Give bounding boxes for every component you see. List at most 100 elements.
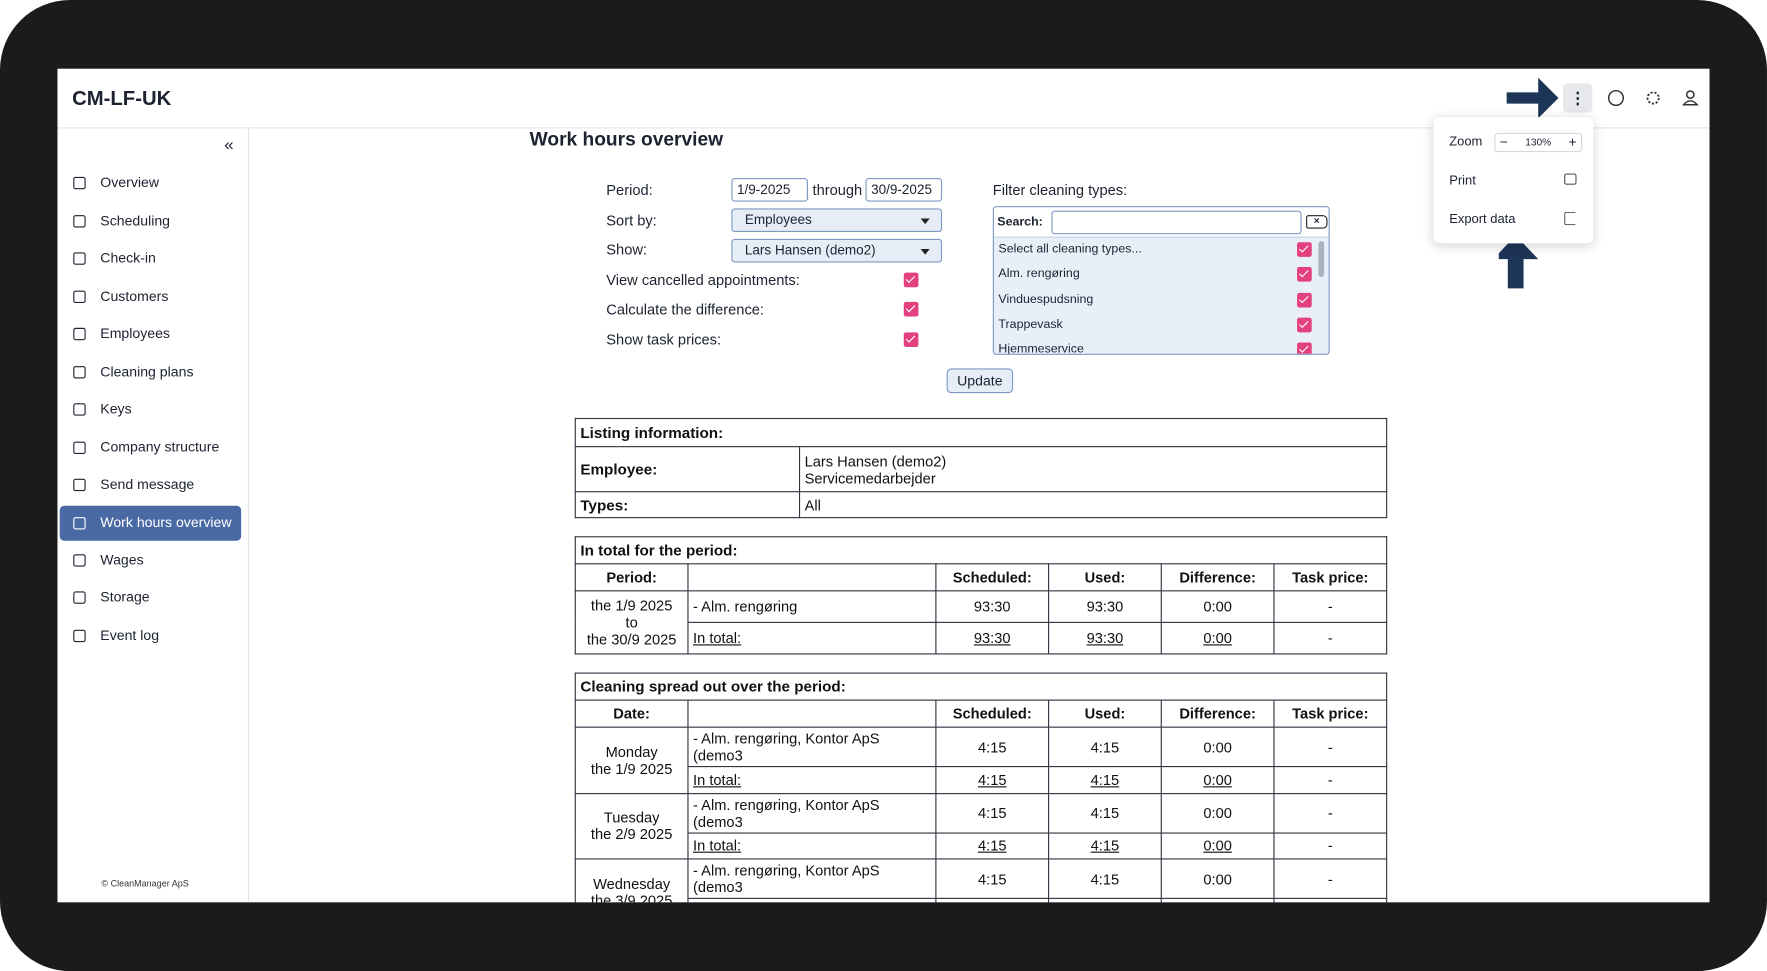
nav-icon <box>73 252 86 266</box>
more-button[interactable]: ⋮ <box>1563 83 1593 113</box>
header-row: Date: Scheduled: Used: Difference: Task pric… <box>574 699 1388 728</box>
show-label: Show: <box>606 241 647 258</box>
cell: 4:15 <box>1048 831 1162 860</box>
cell: - <box>1273 831 1388 860</box>
header <box>57 69 1710 129</box>
user-icon[interactable] <box>1686 90 1695 99</box>
column-header: Date: <box>574 699 689 728</box>
nav-item[interactable]: Storage <box>60 581 241 616</box>
export-icon <box>1564 211 1576 226</box>
nav-label: Cleaning plans <box>100 363 194 380</box>
checkbox[interactable] <box>1297 242 1312 257</box>
nav-label: Overview <box>100 175 159 191</box>
cell: 0:00 <box>1160 621 1275 655</box>
screen-content: CM-LF-UK ⋮ « Overview Scheduling Check-in C… <box>57 69 1710 903</box>
cell: 4:15 <box>935 726 1050 768</box>
data-row: In total: 93:30 93:30 0:00- <box>575 621 1388 655</box>
cell: 0:00 <box>1160 858 1275 899</box>
period-to[interactable]: 30/9-2025 <box>865 177 943 202</box>
zoom-value: 130% <box>1525 136 1552 148</box>
group-label-line: the 30/9 2025 <box>586 630 677 648</box>
nav-item[interactable]: Work hours overview <box>59 505 242 541</box>
nav-label: Keys <box>100 401 132 417</box>
row-label: In total: <box>687 766 937 794</box>
cell: 4:15 <box>935 897 1050 903</box>
group-label-line: the 1/9 2025 <box>590 597 673 614</box>
nav-icon <box>73 629 86 642</box>
settings-icon[interactable] <box>1646 91 1660 105</box>
checkbox[interactable] <box>1297 317 1312 333</box>
sort-label: Sort by: <box>606 211 657 229</box>
column-header: Used: <box>1048 699 1162 728</box>
cell: 4:15 <box>935 831 1050 860</box>
title-row: Cleaning spread out over the period: <box>574 672 1388 701</box>
export-item[interactable]: Export data <box>1449 212 1516 227</box>
nav-item[interactable]: Overview <box>60 166 241 201</box>
nav-label: Employees <box>100 325 170 342</box>
checkbox[interactable] <box>903 272 919 288</box>
group-label-line: Tuesday <box>603 809 660 827</box>
row-label: - Alm. rengøring, Kontor ApS (demo3 <box>687 726 937 768</box>
cell: - <box>1273 858 1388 899</box>
filter-label: Filter cleaning types: <box>992 181 1128 199</box>
collapse-button[interactable]: « <box>224 135 234 155</box>
search-row <box>993 207 1329 238</box>
nav-item[interactable]: Wages <box>60 543 241 578</box>
print-icon <box>1564 173 1577 185</box>
cell: 0:00 <box>1160 590 1275 623</box>
nav-label: Check-in <box>100 250 156 267</box>
nav-item[interactable]: Send message <box>60 468 241 503</box>
group-label: Tuesday the 2/9 2025 <box>574 792 689 860</box>
period-from[interactable]: 1/9-2025 <box>731 177 808 202</box>
nav-item[interactable]: Keys <box>60 392 241 427</box>
print-item[interactable]: Print <box>1449 174 1476 189</box>
zoom-in[interactable]: + <box>1568 134 1577 150</box>
employee-line: Servicemedarbejder <box>804 469 936 487</box>
nav-label: Event log <box>100 627 160 644</box>
column-header <box>687 563 937 592</box>
clear-search[interactable]: × <box>1306 215 1328 229</box>
cell: 4:15 <box>935 858 1050 899</box>
table-title: Listing information: <box>574 417 1388 448</box>
cell: 0:00 <box>1160 831 1275 860</box>
nav-icon <box>73 328 86 341</box>
types-value: All <box>798 491 1388 519</box>
nav-item[interactable]: Employees <box>60 317 241 352</box>
help-icon[interactable] <box>1607 89 1625 107</box>
nav-item[interactable]: Cleaning plans <box>60 354 241 389</box>
table-title: Cleaning spread out over the period: <box>574 672 1388 701</box>
nav-item[interactable]: Check-in <box>60 241 241 276</box>
column-header: Difference: <box>1160 563 1275 592</box>
nav-label: Storage <box>100 589 150 606</box>
column-header <box>687 699 937 728</box>
nav-item[interactable]: Event log <box>60 618 241 653</box>
checkbox[interactable] <box>1297 292 1312 308</box>
group-label-line: Monday <box>605 743 658 761</box>
zoom-out[interactable]: − <box>1499 134 1508 150</box>
nav-icon <box>73 215 86 228</box>
search-input[interactable] <box>1051 210 1302 235</box>
group-label: Wednesday the 3/9 2025 <box>574 858 689 903</box>
nav-item[interactable]: Company structure <box>60 430 241 465</box>
cell: 93:30 <box>935 590 1050 623</box>
checkbox[interactable] <box>1297 267 1312 282</box>
page-title: Work hours overview <box>529 128 724 150</box>
nav-item[interactable]: Customers <box>60 279 241 314</box>
cell: 93:30 <box>1048 621 1162 655</box>
title-row: In total for the period: <box>574 536 1388 565</box>
more-menu: Zoom − 130% + Print Export data <box>1433 117 1594 244</box>
nav-item[interactable]: Scheduling <box>60 204 241 239</box>
checkbox[interactable] <box>903 302 919 317</box>
cell: 4:15 <box>1048 858 1162 899</box>
show-select[interactable]: Lars Hansen (demo2) <box>731 238 943 263</box>
employee-row: Employee: Lars Hansen (demo2) Servicemedar… <box>574 446 1388 493</box>
type-label: Alm. rengøring <box>998 267 1080 281</box>
checkbox[interactable] <box>903 331 919 347</box>
sort-select[interactable]: Employees <box>731 208 943 233</box>
checkbox[interactable] <box>1297 342 1312 354</box>
nav-icon <box>73 177 86 190</box>
listing-table: Listing information: Employee: Lars Hansen… <box>574 417 1388 519</box>
update-button[interactable]: Update <box>946 368 1014 394</box>
